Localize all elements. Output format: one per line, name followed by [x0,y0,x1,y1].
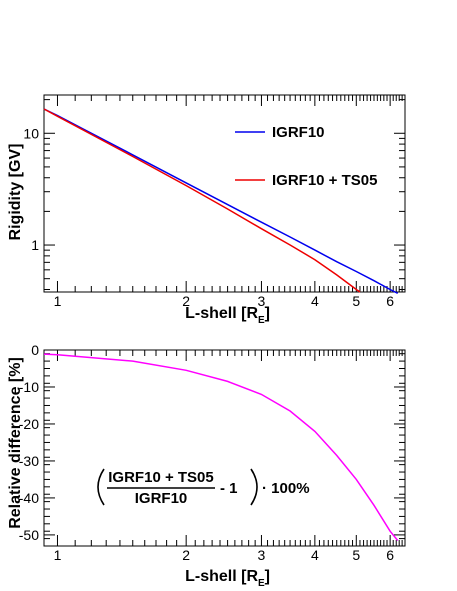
y-tick-label: 1 [31,237,39,253]
x-tick-label: 6 [386,293,394,309]
series-line-igrf10 [43,108,399,294]
x-tick-label: 3 [258,293,266,309]
x-tick-label: 1 [54,293,62,309]
x-axis-title-subscript: E [258,578,265,589]
relative-difference-plot-frame [43,349,406,547]
relative-difference-tick-labels: 1 2 3 4 5 6 0 -10 -20 -30 -40 -50 [19,342,394,563]
relative-difference-x-axis-title: L-shell [RE] [185,568,270,589]
x-tick-label: 4 [311,547,319,563]
y-tick-label: -40 [19,490,39,506]
rigidity-axis-ticks [44,95,405,292]
x-axis-title-main: L-shell [R [185,305,258,322]
x-tick-label: 5 [352,293,360,309]
relative-difference-y-axis-title: Relative difference [%] [7,357,24,529]
y-tick-label: 10 [23,125,39,141]
rigidity-y-axis-title: Rigidity [GV] [7,144,24,241]
x-tick-label: 6 [386,547,394,563]
formula-denominator: IGRF10 [135,490,188,507]
rigidity-x-axis-title: L-shell [RE] [185,305,270,326]
y-tick-label: -30 [19,453,39,469]
x-axis-title-main: L-shell [R [185,568,258,585]
rigidity-plot-frame [43,94,406,293]
y-tick-label: -20 [19,416,39,432]
x-tick-label: 1 [54,547,62,563]
x-axis-title-subscript: E [258,315,265,326]
x-tick-label: 3 [258,547,266,563]
legend: IGRF10 IGRF10 + TS05 [235,124,377,189]
rigidity-tick-labels: 1 2 3 4 5 6 1 10 [23,125,394,309]
series-line-igrf10-ts05 [43,108,361,293]
y-tick-label: -50 [19,527,39,543]
formula-numerator: IGRF10 + TS05 [108,469,213,486]
series-line-relative-difference [43,353,399,541]
x-axis-title-close: ] [265,568,270,585]
relative-difference-panel: 1 2 3 4 5 6 0 -10 -20 -30 -40 -50 Relative differen… [7,342,406,589]
formula-annotation: IGRF10 + TS05 IGRF10 - 1 · 100% [97,468,310,507]
relative-difference-series [43,353,399,541]
legend-label-igrf10: IGRF10 [272,124,325,141]
x-tick-label: 2 [182,293,190,309]
formula-factor: · 100% [262,480,310,497]
y-tick-label: 0 [31,342,39,358]
formula-left-paren [97,468,105,506]
rigidity-panel: 1 2 3 4 5 6 1 10 Rigidity [GV] L-shell [RE] IGR… [7,94,406,326]
relative-difference-axis-ticks [44,349,405,547]
x-tick-label: 5 [352,547,360,563]
formula-minus-one: - 1 [220,480,238,497]
legend-label-igrf10-ts05: IGRF10 + TS05 [272,172,377,189]
y-tick-label: -10 [19,379,39,395]
x-tick-label: 2 [182,547,190,563]
formula-right-paren [250,468,258,506]
x-tick-label: 4 [311,293,319,309]
x-axis-title-close: ] [265,305,270,322]
rigidity-series [43,108,399,294]
